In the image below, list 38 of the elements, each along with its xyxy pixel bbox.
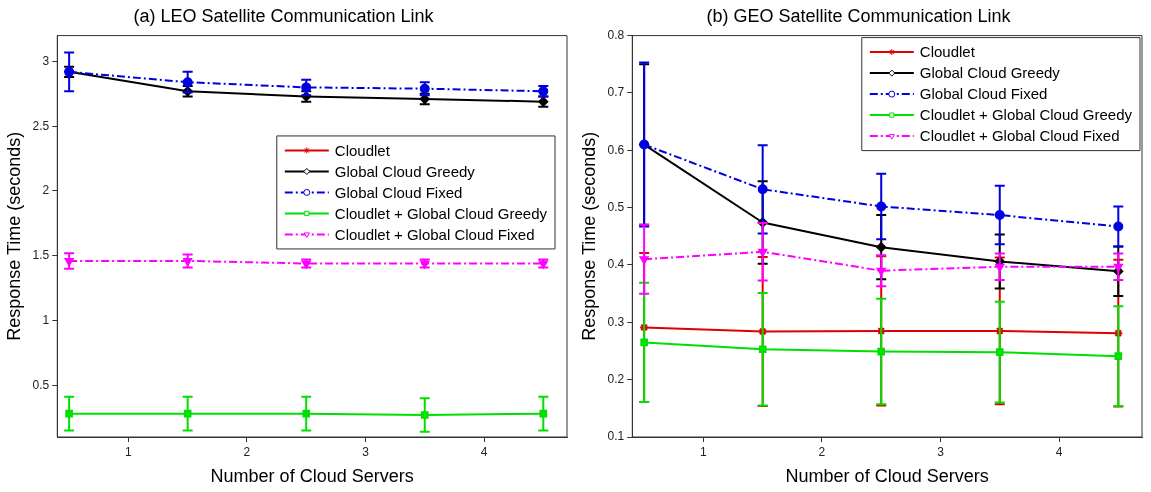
y-tick-label: 0.3 [607,314,625,329]
y-tick-label: 0.6 [607,142,625,157]
y-tick-label: 0.1 [607,429,625,444]
y-tick-label: 0.2 [607,371,625,386]
legend-label: Global Cloud Fixed [334,183,463,201]
y-tick-label: 0.4 [607,257,625,272]
chart-title: (a) LEO Satellite Communication Link [133,5,435,26]
x-tick-label: 1 [125,444,133,459]
x-axis-title: Number of Cloud Servers [785,466,989,487]
y-tick-label: 1.5 [32,248,50,263]
y-axis-title: Response Time (seconds) [3,131,24,341]
x-tick-label: 1 [700,444,708,459]
legend-label: Global Cloud Greedy [919,64,1061,82]
legend-label: Cloudlet + Global Cloud Greedy [334,204,548,222]
legend-label: Cloudlet + Global Cloud Fixed [919,127,1120,145]
legend-label: Global Cloud Fixed [919,85,1048,103]
x-tick-label: 2 [818,444,826,459]
y-tick-label: 3 [42,53,50,68]
y-tick-label: 2.5 [32,118,50,133]
legend-label: Cloudlet [919,43,976,61]
y-tick-label: 0.5 [32,377,50,392]
x-tick-label: 4 [1055,444,1063,459]
legend-label: Cloudlet + Global Cloud Greedy [919,106,1133,124]
legend-label: Cloudlet [334,141,391,159]
y-tick-label: 1 [42,312,50,327]
x-tick-label: 4 [480,444,488,459]
x-tick-label: 3 [937,444,945,459]
x-tick-label: 3 [362,444,370,459]
x-tick-label: 2 [243,444,251,459]
legend-label: Global Cloud Greedy [334,162,476,180]
legend-label: Cloudlet + Global Cloud Fixed [334,225,535,243]
chart-title: (b) GEO Satellite Communication Link [706,5,1012,26]
y-tick-label: 0.5 [607,199,625,214]
y-tick-label: 0.8 [607,27,625,42]
y-tick-label: 2 [42,183,50,198]
x-axis-title: Number of Cloud Servers [210,466,414,487]
y-axis-title: Response Time (seconds) [578,131,599,341]
y-tick-label: 0.7 [607,85,625,100]
